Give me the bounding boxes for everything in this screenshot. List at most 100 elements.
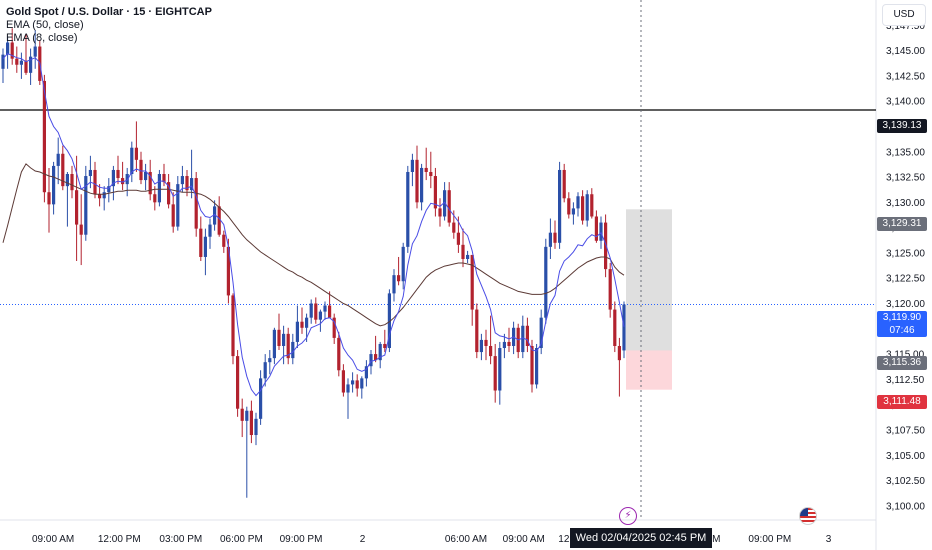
candle[interactable] [153, 186, 157, 211]
candle[interactable] [1, 48, 5, 83]
candle[interactable] [291, 333, 295, 365]
ema-50-line[interactable] [2, 163, 625, 327]
candle[interactable] [300, 307, 304, 334]
candle[interactable] [489, 315, 493, 365]
candle[interactable] [548, 218, 552, 259]
candle[interactable] [231, 293, 235, 365]
candle[interactable] [222, 230, 226, 253]
candle[interactable] [397, 256, 401, 286]
candle[interactable] [314, 297, 318, 324]
candle[interactable] [406, 165, 410, 253]
candle[interactable] [378, 341, 382, 369]
candle[interactable] [10, 28, 14, 65]
candle[interactable] [502, 333, 506, 359]
candle[interactable] [424, 147, 428, 181]
candle[interactable] [562, 163, 566, 203]
candle[interactable] [364, 360, 368, 387]
candle[interactable] [553, 220, 557, 249]
candle[interactable] [162, 163, 166, 187]
candle[interactable] [98, 184, 102, 207]
candle[interactable] [544, 238, 548, 324]
candle[interactable] [56, 137, 60, 185]
candle[interactable] [286, 327, 290, 365]
candle[interactable] [268, 350, 272, 375]
lightning-icon[interactable]: ⚡ [619, 507, 637, 525]
candle[interactable] [208, 218, 212, 249]
candle[interactable] [328, 291, 332, 318]
candle[interactable] [581, 190, 585, 225]
candle[interactable] [433, 167, 437, 217]
candle[interactable] [530, 339, 534, 393]
symbol-title[interactable]: Gold Spot / U.S. Dollar · 15 · EIGHTCAP [6, 6, 212, 18]
candle[interactable] [213, 200, 217, 231]
candle[interactable] [259, 370, 263, 425]
candle[interactable] [190, 149, 194, 199]
candle[interactable] [355, 374, 359, 397]
candle[interactable] [438, 198, 442, 227]
candle[interactable] [203, 228, 207, 276]
candle[interactable] [148, 159, 152, 201]
candle[interactable] [351, 372, 355, 393]
candle[interactable] [576, 192, 580, 217]
candle[interactable] [61, 145, 65, 191]
candle[interactable] [323, 301, 327, 320]
candle[interactable] [282, 325, 286, 365]
candle-layer[interactable] [1, 28, 626, 498]
candle[interactable] [484, 329, 488, 361]
candle[interactable] [33, 30, 37, 69]
candle[interactable] [254, 412, 258, 446]
candle[interactable] [15, 46, 19, 73]
candle[interactable] [594, 210, 598, 243]
position-profit-zone[interactable] [626, 209, 672, 351]
candle[interactable] [171, 192, 175, 233]
candle[interactable] [498, 341, 502, 405]
candle[interactable] [516, 323, 520, 359]
candle[interactable] [617, 337, 621, 397]
candle[interactable] [622, 301, 626, 359]
candle[interactable] [539, 309, 543, 355]
candle[interactable] [236, 350, 240, 417]
candle[interactable] [475, 303, 479, 359]
candle[interactable] [176, 176, 180, 231]
candle[interactable] [42, 74, 46, 203]
candle[interactable] [139, 151, 143, 185]
candle[interactable] [318, 309, 322, 332]
candle[interactable] [337, 331, 341, 377]
candle[interactable] [521, 315, 525, 359]
candle[interactable] [29, 48, 33, 85]
candle[interactable] [558, 161, 562, 249]
candle[interactable] [121, 161, 125, 191]
candle[interactable] [263, 354, 267, 387]
candle[interactable] [199, 216, 203, 262]
candle[interactable] [144, 163, 148, 191]
candle[interactable] [613, 301, 617, 353]
candle[interactable] [240, 398, 244, 438]
candle[interactable] [245, 406, 249, 498]
candle[interactable] [93, 161, 97, 199]
candle[interactable] [65, 171, 69, 227]
ema-8-line[interactable] [2, 52, 625, 397]
candle[interactable] [277, 313, 281, 351]
candle[interactable] [410, 153, 414, 187]
candle[interactable] [571, 202, 575, 225]
candle[interactable] [392, 269, 396, 302]
candle[interactable] [466, 250, 470, 264]
candle[interactable] [420, 163, 424, 211]
candle[interactable] [590, 188, 594, 219]
candle[interactable] [19, 52, 23, 79]
candle[interactable] [52, 161, 56, 215]
candle[interactable] [125, 167, 129, 197]
candle[interactable] [107, 178, 111, 203]
candle[interactable] [346, 378, 350, 419]
candle[interactable] [401, 242, 405, 290]
candle[interactable] [134, 121, 138, 172]
candle[interactable] [341, 364, 345, 397]
candle[interactable] [116, 155, 120, 185]
candle[interactable] [6, 36, 10, 69]
candle[interactable] [70, 165, 74, 199]
candle[interactable] [272, 327, 276, 365]
candle[interactable] [217, 196, 221, 237]
candle[interactable] [167, 174, 171, 209]
candle[interactable] [130, 141, 134, 183]
